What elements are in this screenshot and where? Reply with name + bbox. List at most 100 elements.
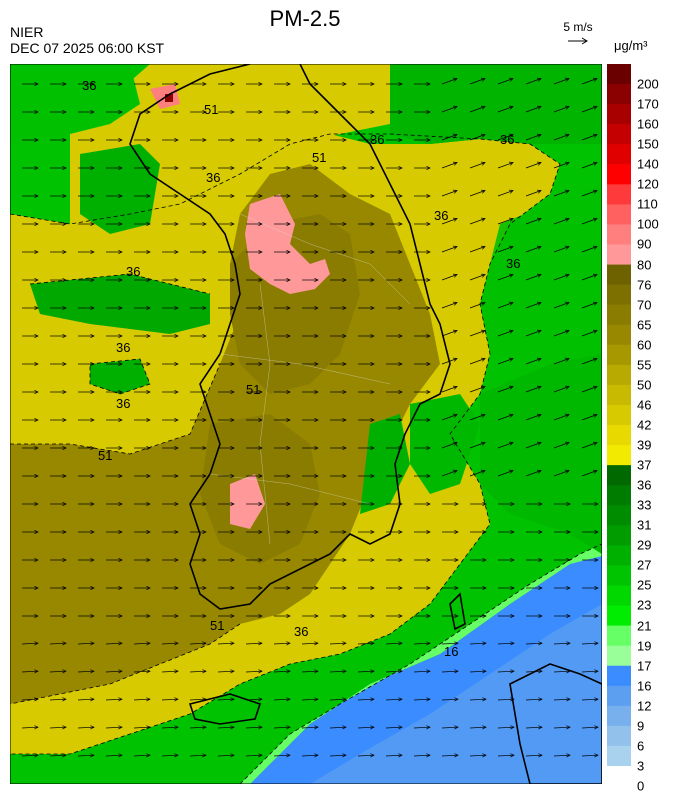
wind-vector-head (314, 501, 319, 507)
wind-vector-head (426, 333, 431, 339)
wind-vector-head (314, 137, 319, 143)
wind-vector (469, 754, 486, 757)
wind-vector (441, 274, 458, 281)
wind-vector-head (593, 385, 598, 390)
wind-vector-head (342, 361, 347, 367)
wind-vector-head (34, 137, 39, 143)
wind-vector (497, 414, 514, 421)
wind-vector-head (482, 669, 487, 674)
wind-vector-head (258, 669, 263, 674)
wind-vector-head (481, 301, 486, 306)
wind-vector-head (62, 557, 67, 563)
wind-vector-head (174, 557, 179, 563)
wind-vector-head (398, 221, 403, 227)
wind-vector (329, 642, 346, 645)
wind-vector-head (482, 697, 487, 702)
wind-vector-head (426, 137, 431, 143)
wind-vector-head (594, 697, 599, 702)
wind-vector (525, 134, 542, 141)
wind-vector (553, 726, 570, 729)
legend-swatch (607, 204, 631, 225)
legend-label: 6 (637, 738, 645, 754)
wind-vector-head (593, 469, 598, 474)
wind-vector-head (258, 249, 263, 255)
wind-vector-head (258, 221, 263, 227)
wind-vector-head (314, 389, 319, 395)
wind-vector-head (370, 753, 375, 758)
wind-vector-head (90, 613, 95, 619)
wind-vector-head (453, 357, 458, 362)
wind-vector-head (537, 105, 542, 110)
wind-vector (385, 726, 402, 729)
wind-vector-head (398, 165, 403, 171)
wind-vector-head (370, 417, 375, 423)
wind-vector (357, 726, 374, 729)
legend-label: 0 (637, 778, 645, 794)
wind-vector-head (509, 217, 514, 222)
wind-vector-head (202, 473, 207, 479)
pm25-map[interactable]: 36 36 36 36 36 36 36 36 36 36 51 51 51 5… (10, 64, 602, 784)
wind-vector-head (398, 81, 403, 87)
wind-vector-head (314, 669, 319, 674)
wind-vector (301, 726, 318, 729)
wind-vector (581, 642, 598, 645)
wind-vector-head (202, 585, 207, 591)
legend-swatch (607, 465, 631, 486)
wind-vector-head (230, 165, 235, 171)
wind-vector-head (202, 697, 207, 702)
wind-vector (469, 670, 486, 673)
wind-vector (161, 726, 178, 729)
wind-vector-head (286, 305, 291, 311)
wind-vector (161, 642, 178, 645)
wind-vector-head (286, 613, 291, 619)
wind-vector (497, 246, 514, 253)
wind-vector-head (510, 613, 515, 619)
wind-vector-head (174, 641, 179, 646)
wind-vector (357, 642, 374, 645)
wind-vector-head (314, 725, 319, 730)
contour-label: 36 (434, 208, 448, 223)
wind-vector-head (454, 529, 459, 535)
wind-vector-head (90, 697, 95, 702)
wind-vector-head (146, 473, 151, 479)
wind-vector-head (118, 165, 123, 171)
wind-vector-head (174, 193, 179, 199)
wind-vector (469, 358, 486, 365)
legend-label: 36 (637, 477, 652, 493)
wind-vector (525, 274, 542, 281)
wind-vector (581, 754, 598, 757)
wind-vector-head (453, 217, 458, 222)
korea-coastline (129, 64, 451, 610)
legend-label: 150 (637, 136, 659, 152)
wind-vector (77, 698, 94, 701)
wind-vector-head (370, 725, 375, 730)
wind-vector-head (398, 137, 403, 143)
wind-vector (441, 726, 458, 729)
wind-vector-head (314, 193, 319, 199)
wind-vector-head (146, 221, 151, 227)
wind-vector-head (202, 529, 207, 535)
wind-vector-head (342, 641, 347, 646)
wind-vector-head (118, 389, 123, 395)
legend-label: 25 (637, 577, 652, 593)
wind-vector-head (286, 641, 291, 646)
wind-vector-head (398, 697, 403, 702)
wind-vector-head (118, 641, 123, 646)
wind-vector (329, 698, 346, 701)
wind-vector-head (202, 165, 207, 171)
wind-vector-head (90, 109, 95, 115)
wind-vector (553, 302, 570, 309)
wind-vector-head (398, 725, 403, 730)
wind-vector-head (481, 245, 486, 250)
wind-vector-head (34, 445, 39, 451)
wind-vector-head (230, 585, 235, 591)
wind-vector-head (174, 277, 179, 283)
legend-swatch (607, 705, 631, 727)
wind-vector-head (426, 473, 431, 479)
wind-vector-head (90, 361, 95, 367)
wind-vector-head (565, 77, 570, 82)
wind-vector-head (62, 277, 67, 283)
wind-vector-head (565, 441, 570, 446)
wind-vector (329, 726, 346, 729)
wind-vector-head (230, 501, 235, 507)
